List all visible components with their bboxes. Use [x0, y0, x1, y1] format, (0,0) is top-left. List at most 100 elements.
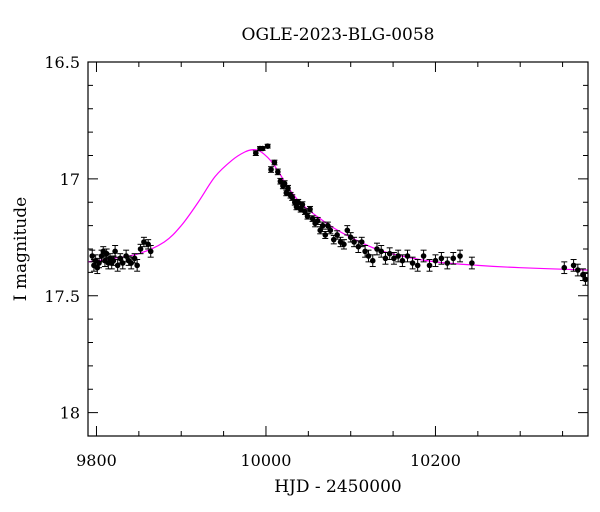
data-marker	[374, 246, 380, 252]
data-point	[432, 254, 439, 268]
data-marker	[295, 199, 301, 206]
data-point	[285, 184, 291, 192]
data-marker	[450, 255, 457, 262]
x-tick-label: 9800	[76, 451, 117, 470]
data-point	[457, 249, 464, 263]
data-marker	[259, 145, 266, 152]
data-marker	[582, 276, 589, 283]
data-point	[409, 256, 416, 270]
data-point	[304, 212, 311, 220]
data-points	[89, 143, 589, 286]
data-marker	[362, 248, 368, 255]
data-marker	[404, 253, 411, 259]
data-point	[444, 256, 451, 270]
data-marker	[275, 169, 281, 175]
data-marker	[347, 234, 354, 241]
axis-ticks	[88, 61, 588, 437]
data-point	[399, 254, 406, 268]
x-tick-label: 10200	[410, 451, 461, 470]
data-marker	[271, 159, 278, 166]
plot-frame	[87, 61, 589, 437]
data-point	[344, 225, 351, 236]
data-point	[322, 230, 329, 239]
data-point	[119, 256, 126, 270]
data-point	[330, 234, 337, 245]
data-marker	[141, 239, 147, 245]
data-marker	[268, 166, 274, 173]
data-point	[426, 259, 433, 272]
data-marker	[319, 222, 326, 229]
data-marker	[414, 262, 421, 269]
x-tick-label: 10000	[241, 451, 292, 470]
data-point	[299, 201, 306, 208]
data-point	[147, 244, 154, 258]
data-marker	[307, 206, 313, 213]
y-tick-label: 17.5	[44, 287, 80, 306]
data-point	[373, 242, 380, 256]
data-marker	[344, 227, 351, 234]
data-marker	[112, 248, 118, 255]
data-marker	[89, 253, 96, 259]
data-point	[561, 261, 568, 275]
chart-title: OGLE-2023-BLG-0058	[242, 25, 435, 45]
data-marker	[96, 260, 102, 266]
data-point	[274, 168, 281, 176]
data-point	[420, 249, 427, 263]
data-marker	[378, 248, 385, 255]
data-marker	[119, 260, 126, 266]
data-point	[264, 143, 271, 149]
data-marker	[137, 246, 144, 252]
data-marker	[365, 253, 372, 259]
data-point	[103, 248, 110, 259]
data-marker	[570, 262, 577, 269]
data-point	[358, 236, 365, 248]
data-point	[414, 259, 421, 272]
y-axis-title: I magnitude	[11, 197, 31, 301]
data-marker	[457, 253, 463, 259]
data-marker	[420, 253, 427, 259]
data-marker	[134, 262, 140, 269]
data-point	[334, 230, 341, 240]
data-marker	[395, 253, 401, 259]
data-point	[450, 252, 457, 265]
data-marker	[382, 255, 389, 262]
data-point	[319, 221, 326, 230]
data-marker	[252, 150, 259, 156]
data-marker	[304, 213, 311, 220]
data-point	[268, 166, 275, 173]
data-marker	[147, 248, 154, 255]
data-marker	[469, 260, 475, 266]
data-marker	[409, 260, 416, 266]
data-point	[468, 256, 475, 270]
data-point	[314, 216, 321, 225]
data-marker	[399, 257, 406, 264]
data-point	[140, 236, 147, 248]
data-marker	[426, 262, 433, 269]
y-tick-label: 18	[60, 404, 80, 423]
data-marker	[264, 143, 271, 149]
data-marker	[432, 257, 439, 264]
data-marker	[386, 250, 393, 257]
data-marker	[103, 250, 110, 257]
data-marker	[355, 243, 362, 250]
data-point	[327, 226, 334, 235]
x-axis-title: HJD - 2450000	[274, 477, 402, 497]
data-point	[112, 244, 119, 258]
tick-labels: 9800 10000 10200 16.5 17 17.5 18	[44, 53, 461, 470]
data-marker	[145, 241, 151, 248]
data-point	[390, 252, 397, 265]
data-point	[134, 259, 141, 272]
model-curve	[87, 149, 589, 271]
data-point	[271, 159, 278, 166]
data-point	[259, 145, 266, 152]
data-point	[404, 249, 411, 263]
data-marker	[351, 239, 357, 245]
data-point	[252, 150, 259, 156]
data-point	[438, 252, 445, 265]
y-tick-label: 16.5	[44, 53, 80, 72]
data-marker	[330, 236, 337, 243]
data-marker	[334, 232, 340, 238]
data-marker	[369, 257, 376, 264]
data-marker	[114, 262, 121, 269]
